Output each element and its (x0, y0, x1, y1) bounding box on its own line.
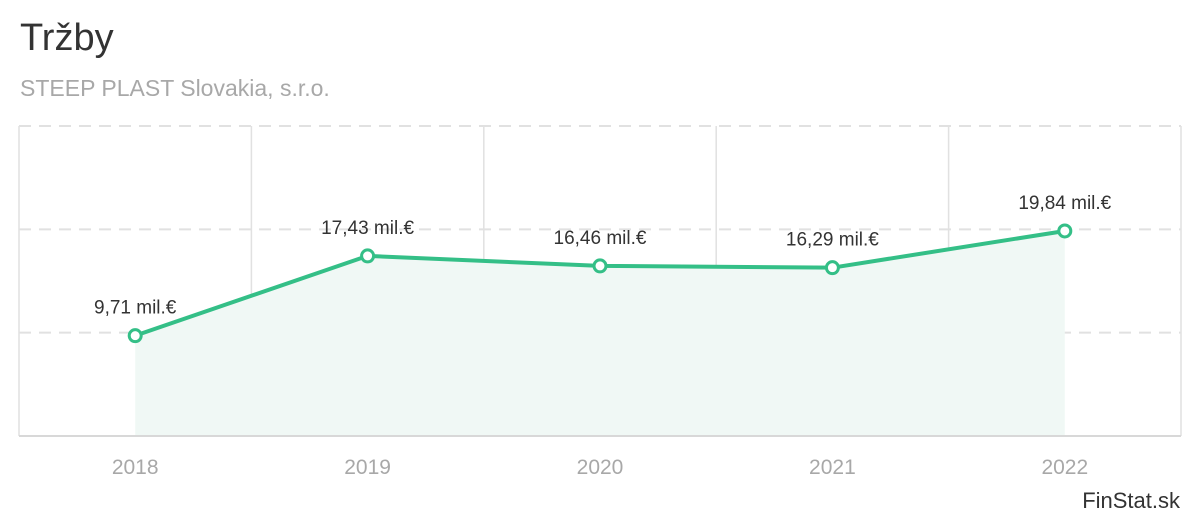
x-tick-label: 2020 (577, 456, 624, 479)
series-area-fill (135, 230, 1065, 436)
data-point[interactable] (592, 258, 608, 274)
x-tick-label: 2021 (809, 456, 856, 479)
x-tick-label: 2022 (1041, 456, 1088, 479)
chart-title: Tržby (20, 17, 114, 59)
data-label: 19,84 mil.€ (1018, 193, 1111, 214)
data-label: 9,71 mil.€ (94, 298, 177, 319)
data-label: 16,29 mil.€ (786, 230, 879, 251)
x-tick-label: 2019 (344, 456, 391, 479)
company-subtitle: STEEP PLAST Slovakia, s.r.o. (20, 75, 330, 101)
data-point[interactable] (360, 248, 376, 264)
data-point[interactable] (824, 260, 840, 276)
data-point[interactable] (127, 328, 143, 344)
x-tick-label: 2018 (112, 456, 159, 479)
data-label: 17,43 mil.€ (321, 218, 414, 239)
data-label: 16,46 mil.€ (554, 228, 647, 249)
data-point[interactable] (1057, 223, 1073, 239)
finstat-credit[interactable]: FinStat.sk (1082, 488, 1180, 513)
